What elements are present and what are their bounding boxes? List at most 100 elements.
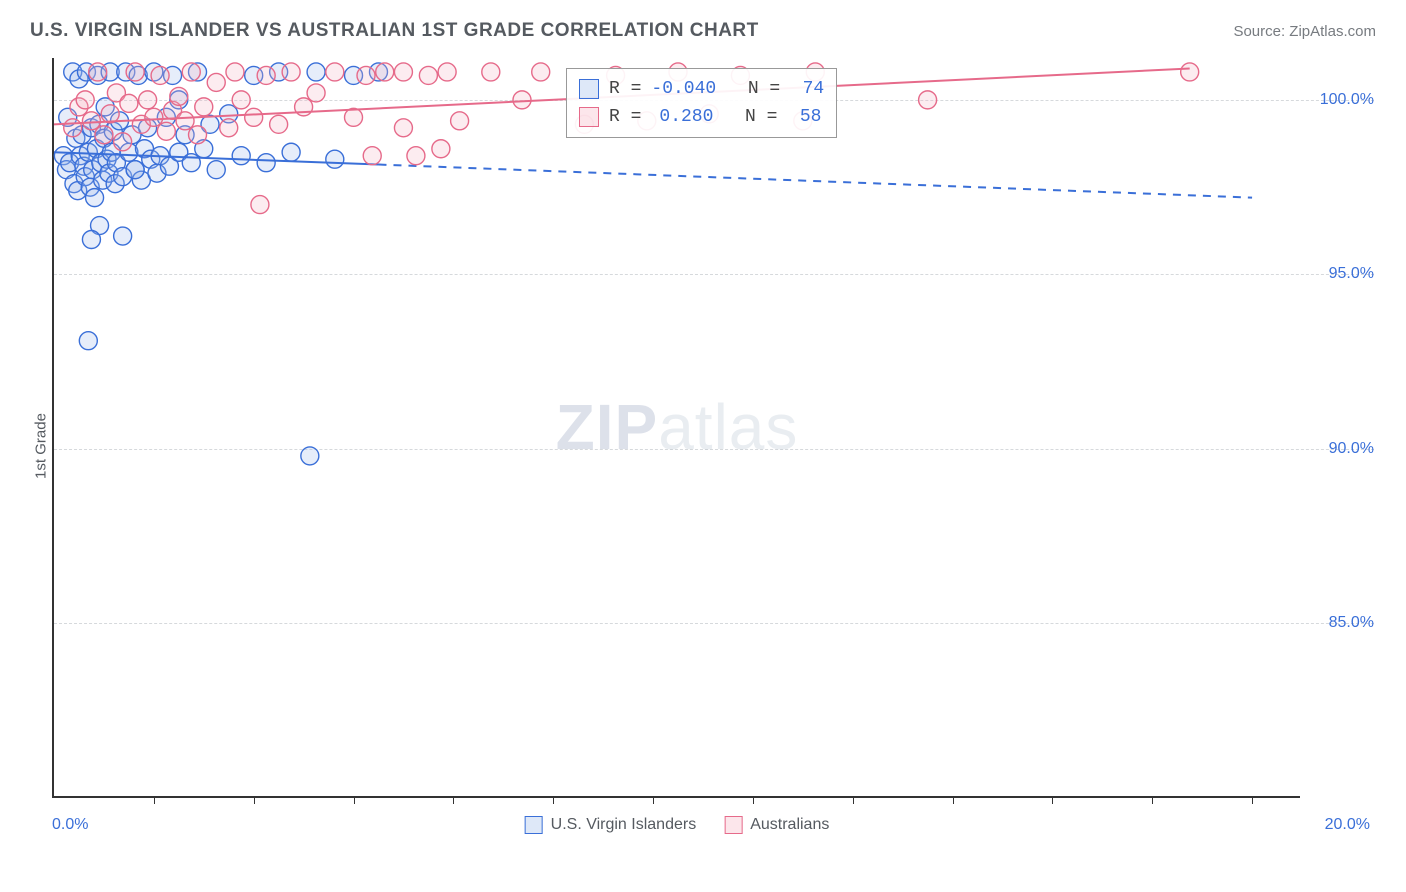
data-point: [76, 91, 94, 109]
data-point: [226, 63, 244, 81]
data-point: [376, 63, 394, 81]
data-point: [79, 332, 97, 350]
legend-item: Australians: [724, 816, 829, 834]
data-point: [282, 63, 300, 81]
data-point: [326, 63, 344, 81]
source-attribution: Source: ZipAtlas.com: [1233, 23, 1376, 40]
data-point: [182, 63, 200, 81]
x-tick: [553, 796, 554, 804]
legend-swatch: [579, 107, 599, 127]
y-tick-label: 100.0%: [1306, 91, 1374, 109]
data-point: [82, 231, 100, 249]
x-tick: [154, 796, 155, 804]
data-point: [482, 63, 500, 81]
x-tick: [453, 796, 454, 804]
data-point: [195, 98, 213, 116]
y-axis-label: 1st Grade: [32, 413, 49, 479]
x-axis-end-label: 20.0%: [1325, 816, 1370, 834]
stat-r-label: R =: [609, 107, 641, 127]
stat-n-value: 58: [787, 107, 821, 127]
legend-item: U.S. Virgin Islanders: [525, 816, 697, 834]
data-point: [307, 63, 325, 81]
data-point: [282, 143, 300, 161]
data-point: [101, 105, 119, 123]
data-point: [151, 66, 169, 84]
data-point: [114, 227, 132, 245]
data-point: [89, 63, 107, 81]
data-point: [170, 87, 188, 105]
data-point: [270, 115, 288, 133]
stat-n-label: N =: [723, 107, 777, 127]
x-axis-start-label: 0.0%: [52, 816, 88, 834]
legend-swatch: [579, 79, 599, 99]
chart-legend: U.S. Virgin Islanders Australians: [525, 816, 830, 834]
info-row: R = 0.280 N = 58: [579, 103, 824, 131]
data-point: [438, 63, 456, 81]
data-point: [126, 63, 144, 81]
data-point: [307, 84, 325, 102]
x-tick: [1152, 796, 1153, 804]
data-point: [419, 66, 437, 84]
data-point: [145, 108, 163, 126]
data-point: [257, 154, 275, 172]
data-point: [126, 161, 144, 179]
data-point: [114, 133, 132, 151]
data-point: [120, 94, 138, 112]
data-point: [207, 73, 225, 91]
data-point: [245, 108, 263, 126]
correlation-info-box: R = -0.040 N = 74 R = 0.280 N = 58: [566, 68, 837, 138]
data-point: [451, 112, 469, 130]
data-point: [257, 66, 275, 84]
legend-label: U.S. Virgin Islanders: [551, 816, 697, 834]
stat-n-value: 74: [790, 79, 824, 99]
data-point: [232, 147, 250, 165]
stat-r-label: R =: [609, 79, 641, 99]
trend-line-extrapolated: [378, 165, 1252, 198]
data-point: [207, 161, 225, 179]
stat-n-label: N =: [726, 79, 780, 99]
data-point: [345, 108, 363, 126]
data-point: [432, 140, 450, 158]
data-point: [220, 119, 238, 137]
data-point: [139, 91, 157, 109]
y-tick-label: 90.0%: [1306, 440, 1374, 458]
data-point: [394, 119, 412, 137]
data-point: [157, 122, 175, 140]
legend-swatch: [724, 816, 742, 834]
x-tick: [653, 796, 654, 804]
stat-r-value: -0.040: [651, 79, 716, 99]
x-tick: [1252, 796, 1253, 804]
x-tick: [753, 796, 754, 804]
data-point: [919, 91, 937, 109]
x-tick: [853, 796, 854, 804]
data-point: [363, 147, 381, 165]
legend-swatch: [525, 816, 543, 834]
info-row: R = -0.040 N = 74: [579, 75, 824, 103]
chart-svg: [54, 58, 1300, 796]
legend-label: Australians: [750, 816, 829, 834]
data-point: [357, 66, 375, 84]
data-point: [513, 91, 531, 109]
data-point: [189, 126, 207, 144]
data-point: [407, 147, 425, 165]
x-tick: [1052, 796, 1053, 804]
data-point: [176, 112, 194, 130]
stat-r-value: 0.280: [651, 107, 713, 127]
data-point: [86, 189, 104, 207]
x-tick: [254, 796, 255, 804]
data-point: [1181, 63, 1199, 81]
data-point: [301, 447, 319, 465]
data-point: [326, 150, 344, 168]
y-tick-label: 85.0%: [1306, 614, 1374, 632]
data-point: [64, 119, 82, 137]
x-tick: [953, 796, 954, 804]
data-point: [532, 63, 550, 81]
data-point: [394, 63, 412, 81]
y-tick-label: 95.0%: [1306, 265, 1374, 283]
chart-title: U.S. VIRGIN ISLANDER VS AUSTRALIAN 1ST G…: [30, 20, 759, 42]
data-point: [95, 126, 113, 144]
plot-area: ZIPatlas R =-0.040 N =74R =0.280 N =58 0…: [52, 58, 1300, 798]
data-point: [232, 91, 250, 109]
data-point: [82, 112, 100, 130]
x-tick: [354, 796, 355, 804]
